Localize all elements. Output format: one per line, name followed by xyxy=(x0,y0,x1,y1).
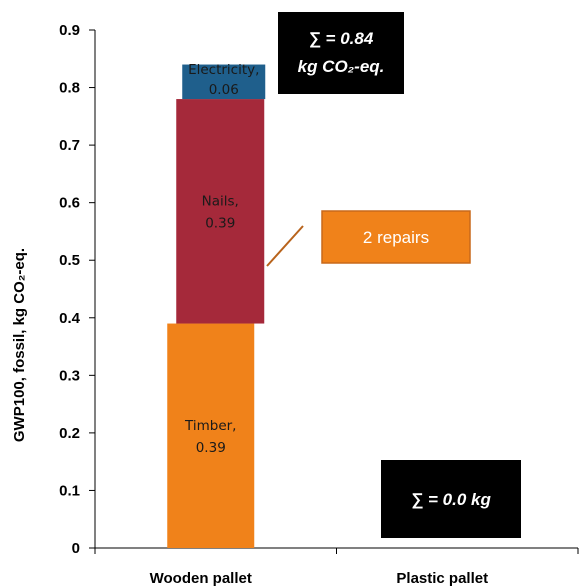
segment-label-timber: Timber, 0.39 xyxy=(184,418,236,456)
repairs-box xyxy=(321,210,471,264)
y-tick-label: 0.7 xyxy=(59,137,80,154)
y-tick-label: 0 xyxy=(72,540,80,557)
bar-segment-electricity xyxy=(182,64,266,100)
bar-segment-timber xyxy=(167,323,255,548)
sum-wooden-line1: ∑ = 0.84 xyxy=(309,29,374,48)
sum-wooden-box xyxy=(278,12,404,94)
y-tick-label: 0.6 xyxy=(59,195,80,212)
repairs-connector-line xyxy=(266,225,304,267)
y-tick-label: 0.5 xyxy=(59,252,80,269)
y-tick-label: 0.3 xyxy=(59,367,80,384)
y-axis-label: GWP100, fossil, kg CO₂-eq. xyxy=(11,248,28,442)
x-category-label: Plastic pallet xyxy=(396,570,488,587)
x-axis: Wooden pallet Plastic pallet xyxy=(94,547,579,587)
segment-label-electricity: Electricity, 0.06 xyxy=(188,62,259,98)
y-tick-label: 0.4 xyxy=(59,310,81,327)
sum-wooden-line2: kg CO₂-eq. xyxy=(298,57,385,76)
bar-segment-nails xyxy=(176,99,265,324)
segment-label-nails: Nails, 0.39 xyxy=(202,193,239,231)
y-tick-label: 0.2 xyxy=(59,425,80,442)
repairs-label: 2 repairs xyxy=(363,228,429,247)
x-category-label: Wooden pallet xyxy=(150,570,252,587)
y-axis: 0 0.1 0.2 0.3 0.4 0.5 0.6 0.7 0.8 0.9 xyxy=(59,22,96,557)
y-tick-label: 0.1 xyxy=(59,482,80,499)
annotations: 2 repairs ∑ = 0.84 kg CO₂-eq. ∑ = 0.0 kg xyxy=(266,12,521,538)
sum-plastic-label: ∑ = 0.0 kg xyxy=(411,490,491,509)
y-tick-label: 0.9 xyxy=(59,22,80,39)
y-tick-label: 0.8 xyxy=(59,80,80,97)
bar-segments: Timber, 0.39 Nails, 0.39 Electricity, 0.06 xyxy=(167,62,266,548)
sum-plastic-box xyxy=(381,460,521,538)
